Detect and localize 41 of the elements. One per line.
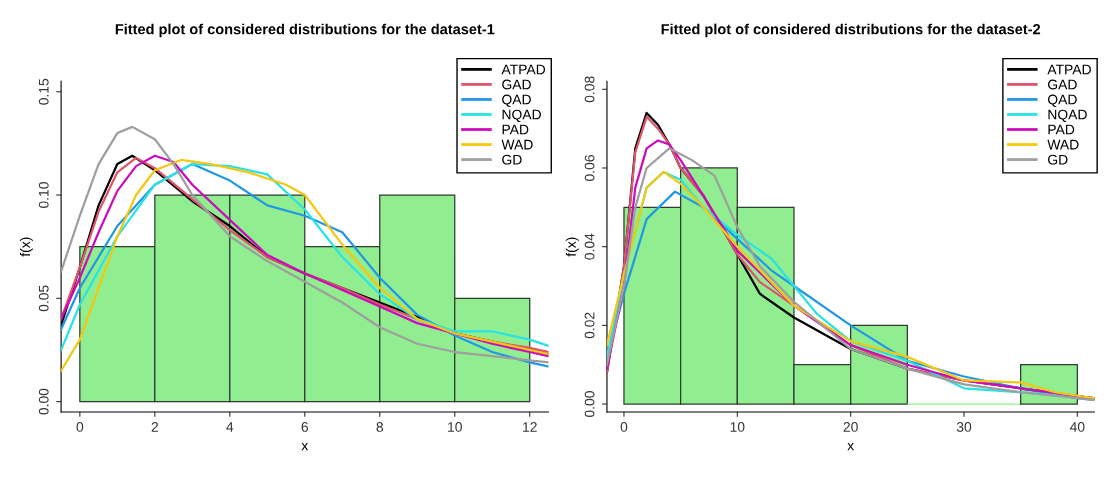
y-tick-label: 0.15: [38, 78, 49, 105]
x-tick-label: 8: [376, 422, 384, 432]
y-tick-label: 0.10: [38, 182, 49, 209]
x-tick-label: 6: [301, 422, 309, 432]
x-axis-title: x: [847, 442, 854, 451]
x-tick-label: 10: [448, 422, 462, 432]
legend-label: GD: [1048, 154, 1068, 165]
x-tick-label: 0: [76, 422, 84, 432]
chart-title: Fitted plot of considered distributions for the dataset-1: [115, 23, 495, 38]
y-axis-title: f(x): [19, 237, 33, 257]
x-tick-label: 2: [151, 422, 158, 432]
chart-title: Fitted plot of considered distributions for the dataset-2: [661, 23, 1041, 38]
legend-label: GD: [502, 154, 522, 165]
legend-label: QAD: [1047, 94, 1077, 107]
legend-label: WAD: [501, 139, 533, 150]
x-tick-label: 12: [523, 422, 537, 432]
x-tick-label: 30: [956, 422, 972, 432]
legend-label: QAD: [502, 94, 531, 107]
legend-label: ATPAD: [1047, 64, 1091, 75]
x-tick-label: 0: [620, 422, 628, 432]
legend-label: GAD: [502, 79, 531, 90]
legend-label: NQAD: [1048, 109, 1087, 122]
x-tick-label: 40: [1069, 422, 1085, 432]
y-tick-label: 0.02: [584, 312, 595, 339]
y-tick-label: 0.00: [584, 391, 595, 418]
x-tick-label: 10: [730, 422, 745, 432]
legend-label: ATPAD: [501, 64, 546, 75]
y-tick-label: 0.05: [38, 285, 49, 312]
y-axis-title: f(x): [565, 237, 579, 257]
x-axis-title: x: [301, 442, 309, 451]
legend-label: NQAD: [502, 109, 541, 122]
y-tick-label: 0.00: [38, 388, 49, 415]
legend-label: GAD: [1048, 79, 1077, 90]
legend-label: WAD: [1047, 139, 1079, 150]
y-tick-label: 0.04: [584, 233, 595, 260]
legend-label: PAD: [1048, 124, 1075, 135]
legend-label: PAD: [502, 124, 529, 135]
x-tick-label: 20: [843, 422, 858, 432]
y-tick-label: 0.06: [584, 155, 595, 181]
x-tick-label: 4: [226, 422, 234, 432]
y-tick-label: 0.08: [584, 76, 595, 103]
